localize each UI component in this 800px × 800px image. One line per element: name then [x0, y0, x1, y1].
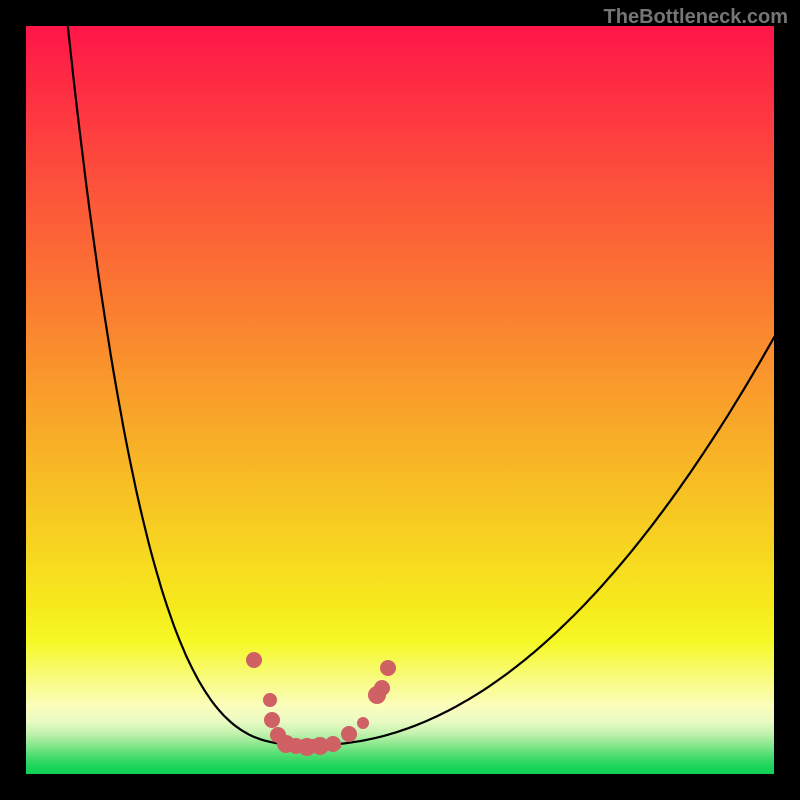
data-marker [341, 726, 357, 742]
data-marker [325, 736, 341, 752]
data-marker [374, 680, 390, 696]
curve-layer [0, 0, 800, 800]
curve-right-branch [315, 290, 800, 745]
data-marker [357, 717, 369, 729]
data-marker [264, 712, 280, 728]
data-marker [246, 652, 262, 668]
data-marker [263, 693, 277, 707]
data-marker [380, 660, 396, 676]
watermark-text: TheBottleneck.com [604, 6, 788, 29]
chart-container: TheBottleneck.com [0, 0, 800, 800]
curve-left-branch [65, 0, 315, 745]
